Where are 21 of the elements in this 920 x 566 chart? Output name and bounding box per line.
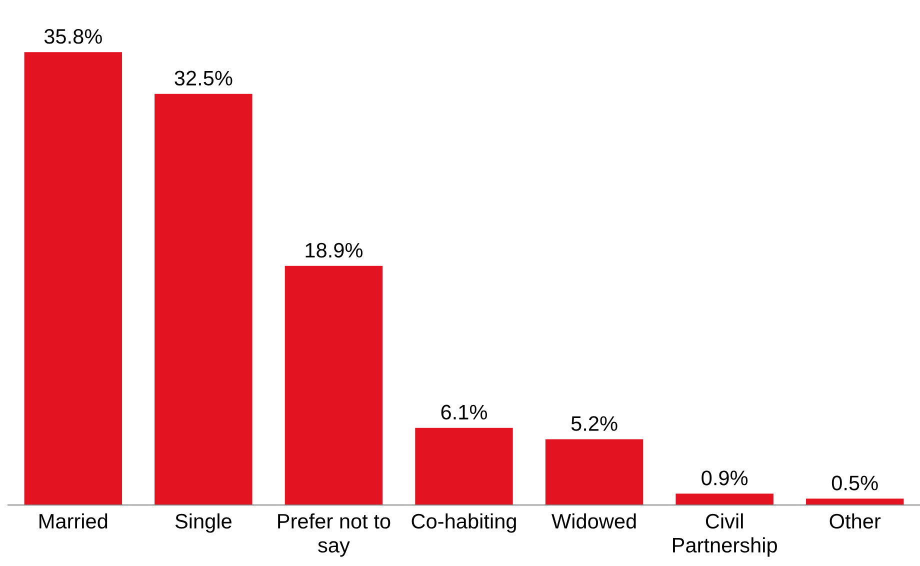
data-label: 0.5%: [832, 476, 878, 490]
data-label: 18.9%: [306, 242, 363, 258]
bar: [284, 266, 383, 505]
bar: [154, 94, 252, 505]
x-tick-label: Civil Partnership: [673, 513, 777, 557]
bar: [545, 439, 644, 505]
bar: [676, 494, 774, 505]
bar: [415, 428, 513, 505]
x-tick-label: Co-habiting: [412, 513, 516, 533]
data-label: 6.1%: [441, 404, 488, 420]
data-label: 32.5%: [174, 70, 232, 86]
data-label: 0.9%: [702, 470, 748, 486]
data-label: 35.8%: [44, 29, 102, 44]
data-label: 5.2%: [571, 416, 618, 431]
x-tick-label: Married: [40, 513, 108, 529]
x-tick-label: Widowed: [552, 513, 636, 529]
x-tick-label: Single: [175, 513, 232, 533]
x-tick-label: Prefer not to say: [278, 513, 390, 557]
bar: [806, 498, 904, 505]
bar: [24, 52, 122, 505]
x-tick-label: Other: [830, 513, 881, 529]
